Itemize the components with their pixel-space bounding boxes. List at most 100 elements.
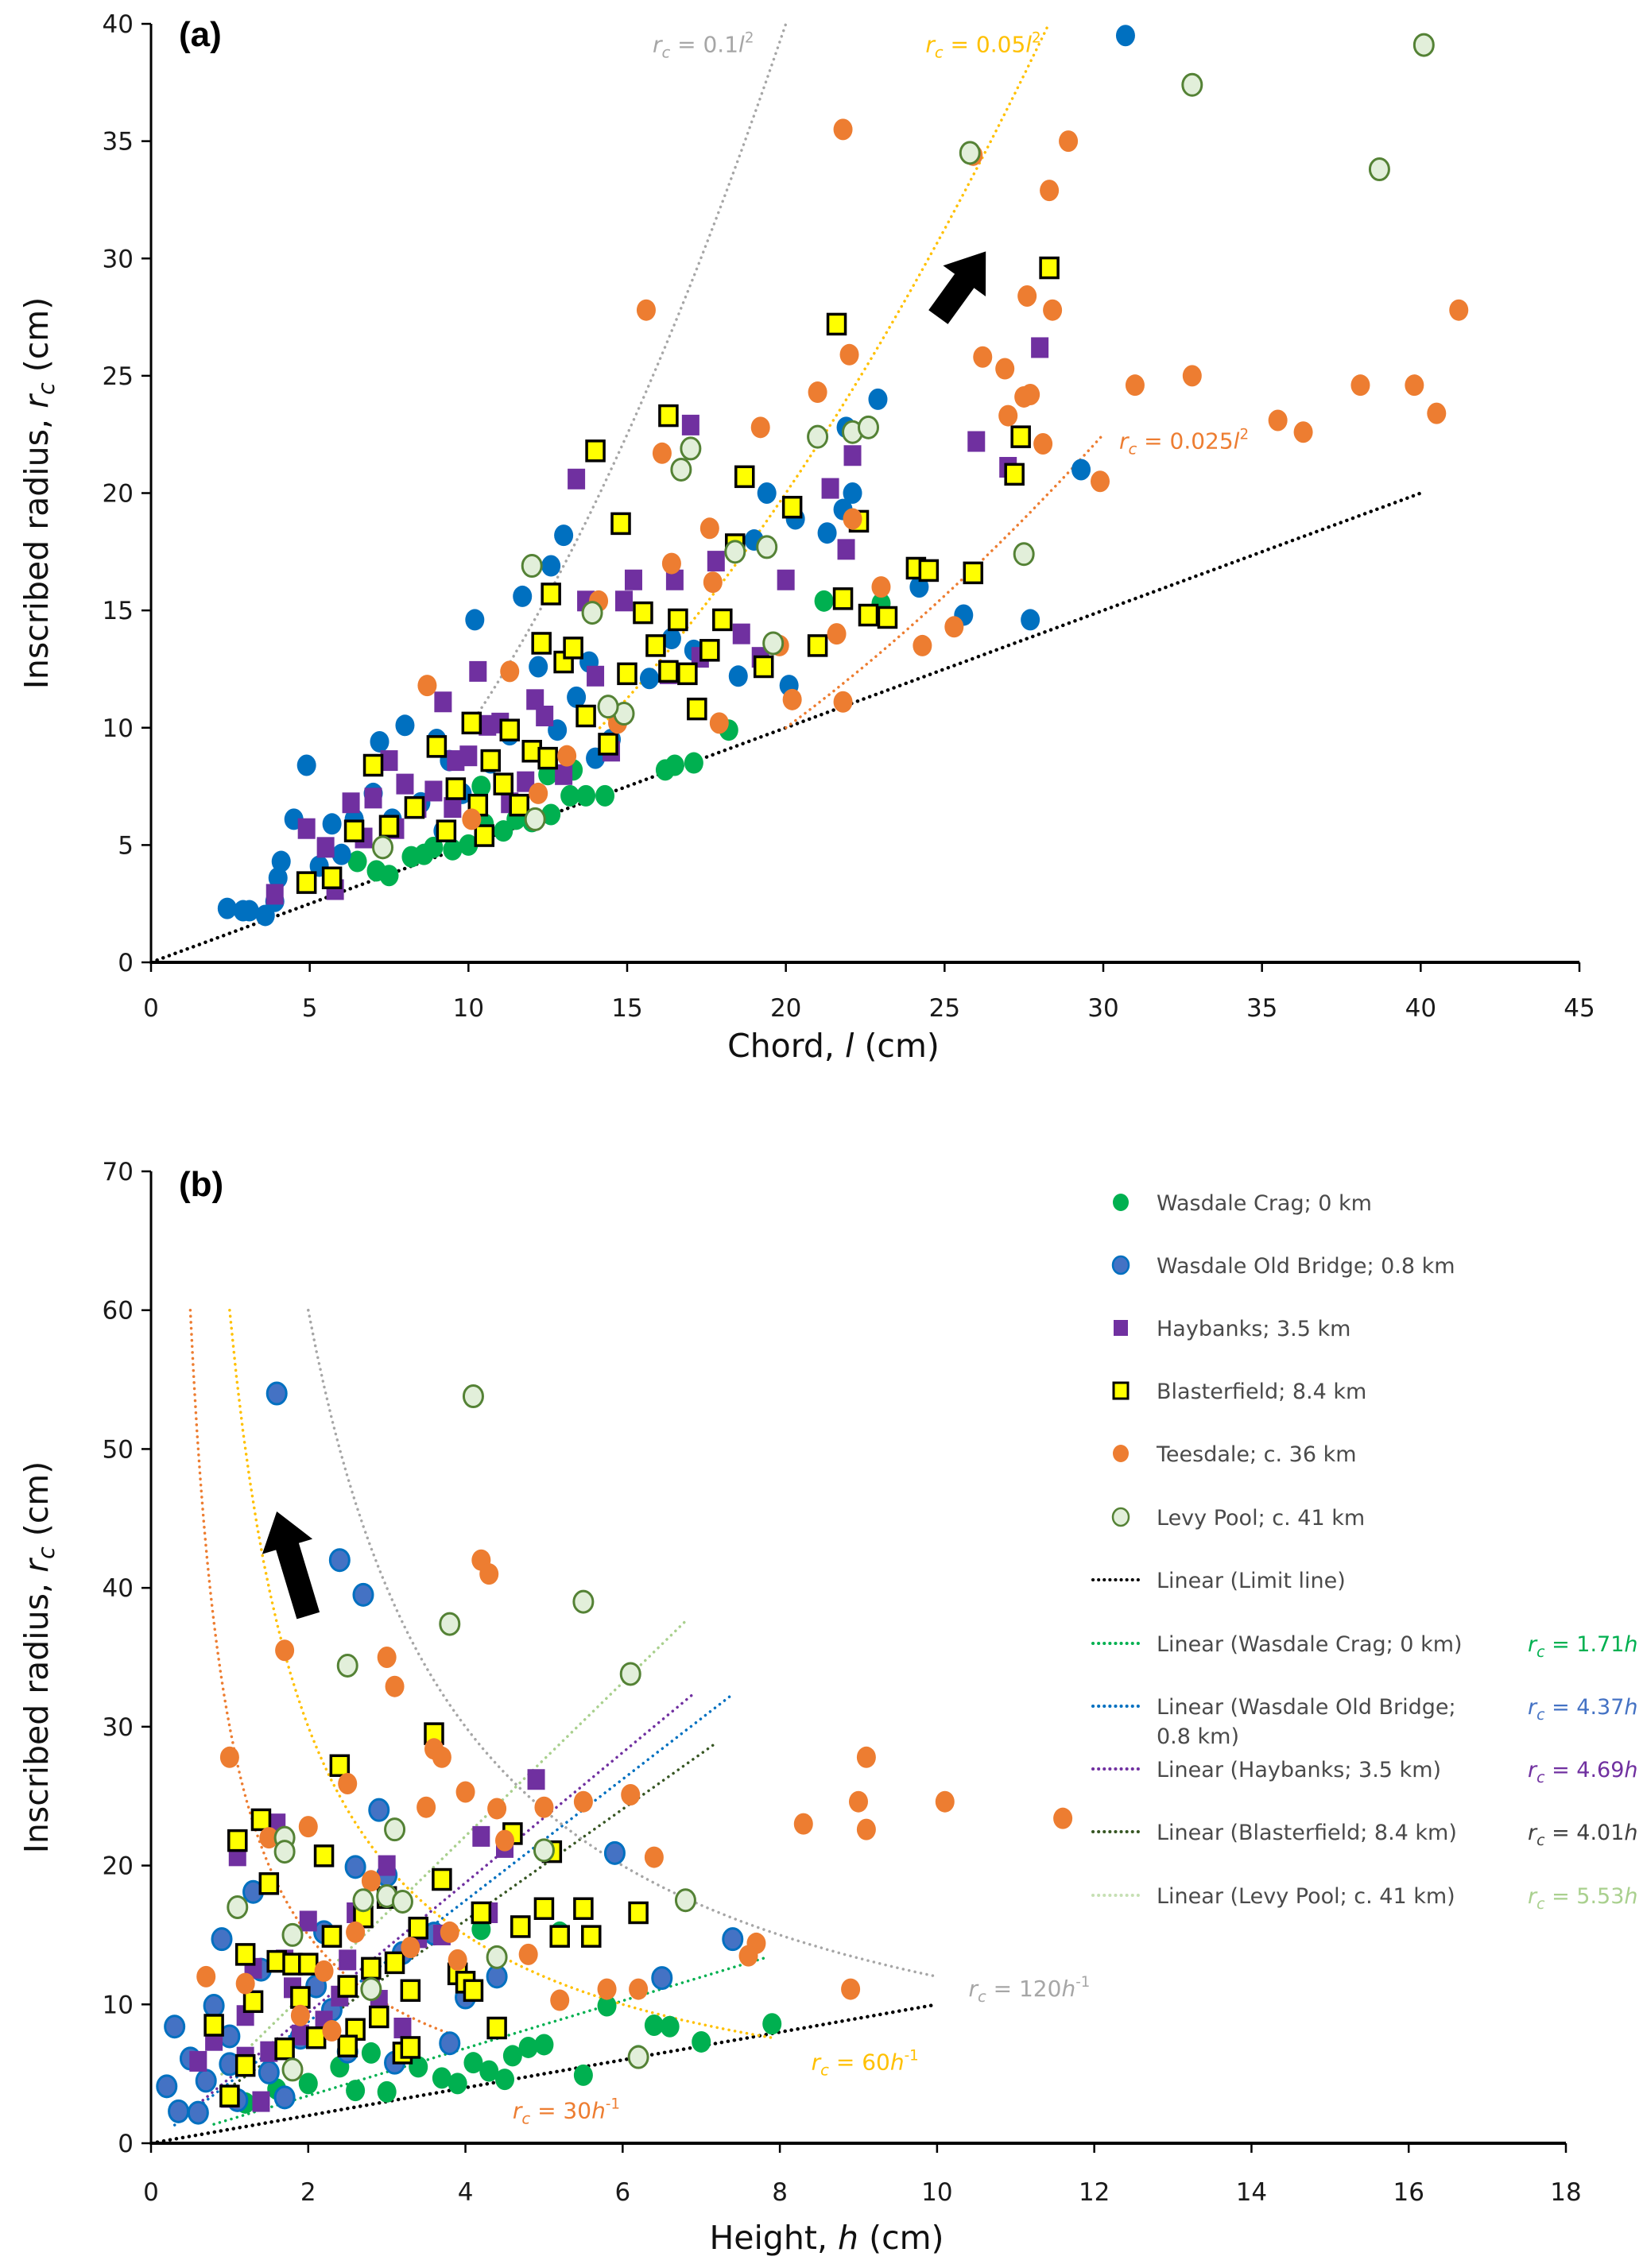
data-point (379, 865, 399, 887)
eq-superscript: -1 (606, 2096, 620, 2113)
data-point (385, 1675, 405, 1697)
data-point (227, 1829, 248, 1852)
data-point (347, 850, 367, 873)
x-tick-label: 16 (1393, 2178, 1424, 2207)
series-blasterfield (203, 1722, 649, 2107)
eq-var: h (1624, 1695, 1637, 1720)
x-axis-title-text: Chord, (727, 1027, 845, 1065)
trend-arrow-icon (928, 251, 986, 324)
data-point (1013, 542, 1035, 567)
eq-coefficient: = 120 (986, 1976, 1062, 2002)
data-point (1059, 130, 1079, 153)
legend-label: Linear (Levy Pool; c. 41 km) (1157, 1884, 1455, 1909)
data-point (369, 2005, 389, 2029)
eq-var-r: r (1528, 1632, 1538, 1657)
y-tick-label: 40 (103, 1574, 134, 1603)
data-point (461, 711, 482, 735)
data-point (274, 2037, 295, 2061)
data-point (1115, 25, 1135, 47)
data-point (432, 2067, 451, 2089)
y-axis-title: Inscribed radius, rc (cm) (17, 1461, 60, 1854)
eq-var: l (1234, 428, 1240, 454)
data-point (336, 1653, 358, 1678)
x-tick-label: 4 (458, 2178, 474, 2207)
data-point (474, 824, 495, 847)
y-tick-label: 30 (103, 245, 134, 273)
data-point (636, 299, 656, 321)
data-point (322, 813, 342, 835)
eq-coefficient: = 60 (829, 2049, 890, 2075)
legend-label: Linear (Blasterfield; 8.4 km) (1157, 1821, 1457, 1845)
data-point (455, 1781, 475, 1803)
x-tick-label: 18 (1550, 2178, 1581, 2207)
legend-item: Linear (Limit line) (1091, 1569, 1346, 1593)
data-point (329, 1754, 351, 1778)
legend-item: Teesdale; c. 36 km (1113, 1442, 1357, 1467)
data-point (331, 843, 351, 865)
x-tick-label: 2 (300, 2178, 316, 2207)
data-point (536, 705, 554, 726)
eq-coefficient: = 0.05 (944, 31, 1026, 57)
legend-label: Linear (Wasdale Crag; 0 km) (1157, 1632, 1463, 1657)
series-levy-pool (372, 33, 1435, 860)
data-point (572, 1589, 595, 1614)
data-point (665, 754, 684, 776)
data-point (1293, 421, 1313, 443)
data-point (396, 773, 414, 795)
legend-marker-circle-icon (1113, 1445, 1129, 1462)
data-points (217, 25, 1469, 927)
y-axis-title-unit: (cm) (17, 1461, 56, 1547)
data-point (486, 1964, 508, 1989)
series-haybanks (265, 337, 1049, 905)
data-point (408, 1916, 428, 1940)
data-point (967, 431, 986, 452)
data-point (487, 1798, 507, 1820)
data-point (627, 2045, 649, 2069)
trend-arrow-icon (262, 1511, 320, 1620)
legend-item: Wasdale Old Bridge; 0.8 km (1111, 1254, 1455, 1279)
x-tick-label: 0 (143, 2178, 159, 2207)
x-tick-label: 14 (1236, 2178, 1267, 2207)
data-point (281, 2057, 304, 2082)
data-point (537, 746, 558, 770)
data-point (639, 668, 659, 690)
data-point (576, 784, 596, 807)
data-point (856, 1746, 876, 1768)
data-point (361, 1870, 381, 1892)
data-point (670, 457, 692, 482)
data-point (531, 632, 552, 655)
data-point (621, 1783, 641, 1805)
series-levy-pool (227, 1384, 696, 2082)
eq-superscript: -1 (1075, 1974, 1090, 1991)
data-point (444, 797, 462, 819)
legend-label: Linear (Wasdale Old Bridge; (1157, 1695, 1456, 1720)
data-point (219, 2084, 240, 2107)
data-point (322, 2019, 342, 2042)
data-point (1449, 299, 1469, 321)
data-point (541, 582, 561, 606)
data-point (414, 843, 434, 865)
data-point (732, 623, 750, 644)
data-point (1071, 459, 1091, 481)
data-point (762, 2013, 782, 2035)
eq-var-r: r (1119, 428, 1130, 454)
eq-subscript: c (820, 2061, 829, 2079)
data-point (1268, 409, 1288, 432)
x-axis-title: Chord, l (cm) (727, 1027, 940, 1065)
eq-var: h (1624, 1884, 1637, 1909)
data-point (533, 1897, 555, 1920)
data-point (724, 540, 746, 564)
data-point (372, 835, 394, 860)
y-tick-label: 50 (103, 1435, 134, 1464)
data-point (1031, 337, 1049, 358)
data-point (817, 522, 837, 544)
data-point (628, 1901, 649, 1925)
data-point (296, 871, 317, 894)
data-point (258, 2060, 280, 2084)
x-tick-label: 35 (1246, 994, 1277, 1023)
data-point (652, 442, 672, 464)
data-point (826, 312, 847, 336)
data-point (677, 662, 698, 686)
